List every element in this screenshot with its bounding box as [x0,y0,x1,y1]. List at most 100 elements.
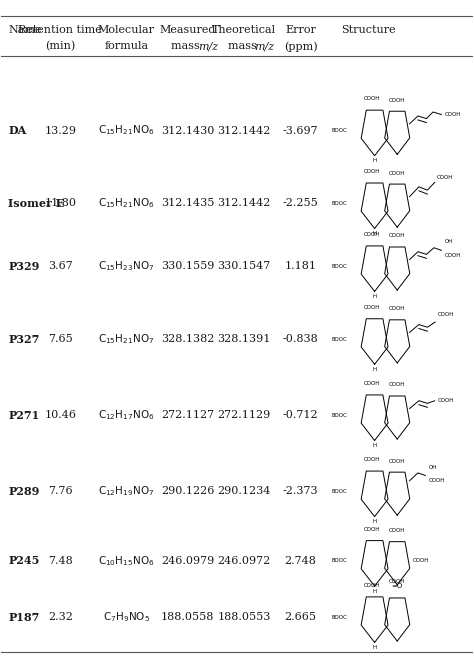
Text: 7.65: 7.65 [48,334,73,344]
Text: Molecular: Molecular [98,25,155,35]
Text: 7.76: 7.76 [48,486,73,497]
Text: COOH: COOH [364,583,381,588]
Text: -2.255: -2.255 [283,198,319,208]
Text: 272.1129: 272.1129 [218,410,271,420]
Text: Name: Name [9,25,42,35]
Text: COOH: COOH [389,459,405,464]
Text: 328.1391: 328.1391 [218,334,271,344]
Text: 328.1382: 328.1382 [161,334,214,344]
Text: COOH: COOH [389,382,405,388]
Text: BOOC: BOOC [331,264,347,269]
Text: Measured: Measured [159,25,216,35]
Text: COOH: COOH [438,398,454,403]
Text: 246.0972: 246.0972 [218,556,271,566]
Text: 312.1442: 312.1442 [218,198,271,208]
Text: BOOC: BOOC [331,201,347,206]
Text: -0.838: -0.838 [283,334,319,344]
Text: m/z: m/z [198,41,218,51]
Text: -2.373: -2.373 [283,486,319,497]
Text: 188.0553: 188.0553 [218,612,271,622]
Text: mass: mass [228,41,260,51]
Text: COOH: COOH [364,169,381,174]
Text: COOH: COOH [389,528,405,533]
Text: =O: =O [392,583,403,589]
Text: Retention time: Retention time [18,25,102,35]
Text: COOH: COOH [364,305,381,310]
Text: 290.1234: 290.1234 [218,486,271,497]
Text: 10.46: 10.46 [44,410,76,420]
Text: P187: P187 [9,612,40,622]
Text: 7.48: 7.48 [48,556,73,566]
Text: 290.1226: 290.1226 [161,486,214,497]
Text: (min): (min) [45,41,75,51]
Text: H: H [373,443,377,448]
Text: $\mathregular{C_{7}H_{9}NO_{5}}$: $\mathregular{C_{7}H_{9}NO_{5}}$ [103,610,150,624]
Text: 312.1442: 312.1442 [218,126,271,136]
Text: BOOC: BOOC [331,489,347,494]
Text: H: H [373,158,377,164]
Text: 330.1559: 330.1559 [161,261,214,271]
Text: COOH: COOH [389,170,405,176]
Text: 1.181: 1.181 [284,261,317,271]
Text: COOH: COOH [364,458,381,462]
Text: 2.665: 2.665 [284,612,317,622]
Text: BOOC: BOOC [331,614,347,620]
Text: BOOC: BOOC [331,128,347,133]
Text: H: H [373,367,377,372]
Text: 188.0558: 188.0558 [161,612,214,622]
Text: COOH: COOH [438,312,455,317]
Text: COOH: COOH [444,112,461,117]
Text: 312.1435: 312.1435 [161,198,214,208]
Text: BOOC: BOOC [331,559,347,563]
Text: BOOC: BOOC [331,413,347,418]
Text: COOH: COOH [437,174,453,180]
Text: H: H [373,231,377,236]
Text: formula: formula [104,41,148,51]
Text: 11.80: 11.80 [44,198,76,208]
Text: 2.32: 2.32 [48,612,73,622]
Text: COOH: COOH [364,232,381,237]
Text: P329: P329 [9,261,40,272]
Text: COOH: COOH [364,96,381,101]
Text: 312.1430: 312.1430 [161,126,214,136]
Text: $\mathregular{C_{15}H_{21}NO_{6}}$: $\mathregular{C_{15}H_{21}NO_{6}}$ [98,196,155,210]
Text: P271: P271 [9,410,40,421]
Text: Theoretical: Theoretical [212,25,276,35]
Text: P327: P327 [9,334,40,344]
Text: 246.0979: 246.0979 [161,556,214,566]
Text: 13.29: 13.29 [44,126,76,136]
Text: H: H [373,519,377,524]
Text: mass: mass [172,41,204,51]
Text: COOH: COOH [389,307,405,311]
Text: DA: DA [9,125,27,136]
Text: Isomer E: Isomer E [9,198,65,209]
Text: H: H [373,645,377,650]
Text: -0.712: -0.712 [283,410,319,420]
Text: P245: P245 [9,555,40,567]
Text: COOH: COOH [428,478,445,483]
Text: -3.697: -3.697 [283,126,319,136]
Text: COOH: COOH [364,527,381,532]
Text: OH: OH [428,465,437,470]
Text: COOH: COOH [413,559,429,563]
Text: Error: Error [285,25,316,35]
Text: $\mathregular{C_{15}H_{23}NO_{7}}$: $\mathregular{C_{15}H_{23}NO_{7}}$ [98,259,155,273]
Text: H: H [373,589,377,594]
Text: H: H [373,294,377,299]
Text: m/z: m/z [255,41,274,51]
Text: COOH: COOH [364,381,381,386]
Text: P289: P289 [9,486,40,497]
Text: 330.1547: 330.1547 [218,261,271,271]
Text: BOOC: BOOC [331,336,347,342]
Text: 2.748: 2.748 [285,556,317,566]
Text: $\mathregular{C_{15}H_{21}NO_{7}}$: $\mathregular{C_{15}H_{21}NO_{7}}$ [98,332,155,346]
Text: $\mathregular{C_{15}H_{21}NO_{6}}$: $\mathregular{C_{15}H_{21}NO_{6}}$ [98,124,155,138]
Text: $\mathregular{C_{10}H_{15}NO_{6}}$: $\mathregular{C_{10}H_{15}NO_{6}}$ [98,554,155,568]
Text: COOH: COOH [444,253,461,258]
Text: COOH: COOH [389,233,405,239]
Text: Structure: Structure [341,25,395,35]
Text: (ppm): (ppm) [284,41,318,52]
Text: COOH: COOH [389,98,405,102]
Text: OH: OH [444,239,453,244]
Text: 3.67: 3.67 [48,261,73,271]
